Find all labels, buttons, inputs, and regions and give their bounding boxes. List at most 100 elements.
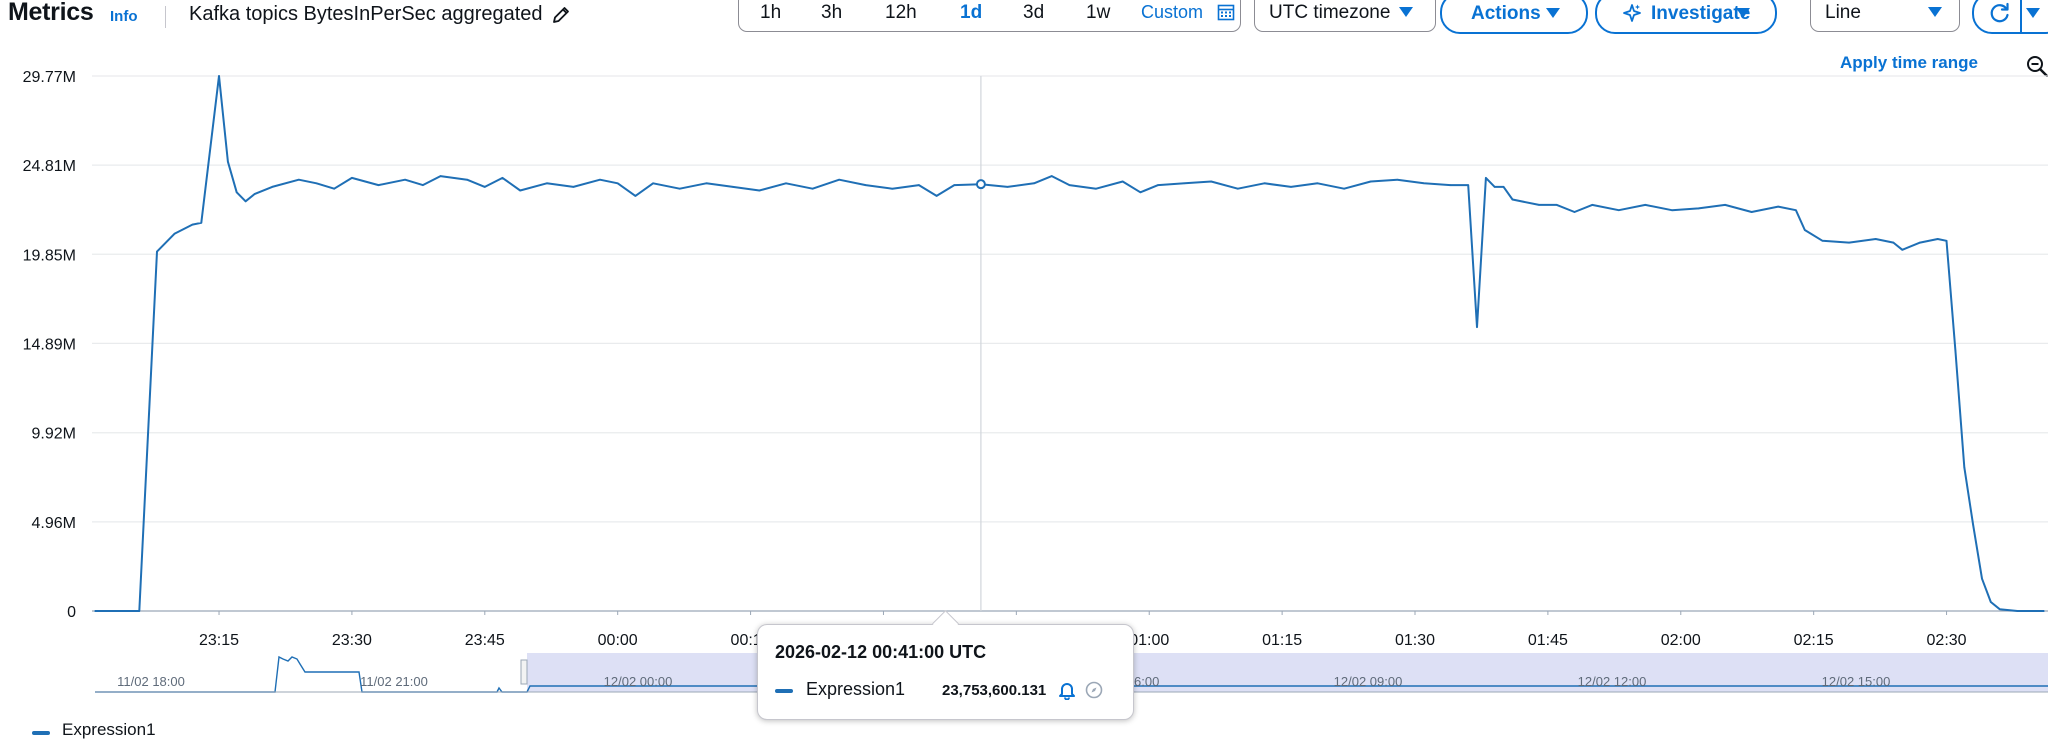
- data-point: [235, 191, 238, 194]
- data-point: [1449, 184, 1452, 186]
- pencil-icon[interactable]: [551, 5, 571, 25]
- data-point: [404, 178, 406, 181]
- range-1h[interactable]: 1h: [760, 2, 782, 23]
- info-link[interactable]: Info: [110, 8, 138, 25]
- refresh-divider: [2020, 0, 2022, 32]
- data-point: [1502, 186, 1505, 188]
- x-tick-label: 01:15: [1262, 632, 1302, 649]
- refresh-button[interactable]: [1972, 0, 2048, 34]
- data-point: [1263, 182, 1266, 185]
- caret-down-icon[interactable]: [2026, 8, 2040, 18]
- zoom-out-icon[interactable]: [2026, 55, 2048, 77]
- data-point: [1724, 204, 1726, 206]
- navigator-label: 12/02 00:00: [604, 674, 673, 689]
- data-point: [1006, 186, 1009, 188]
- data-point: [138, 610, 141, 612]
- data-point: [421, 184, 424, 186]
- x-tick-label: 02:30: [1927, 632, 1967, 649]
- data-point: [1423, 182, 1425, 185]
- custom-range-button[interactable]: Custom: [1141, 2, 1204, 22]
- data-point: [191, 223, 194, 226]
- calendar-icon[interactable]: [1217, 3, 1235, 21]
- range-3d[interactable]: 3d: [1023, 2, 1045, 23]
- data-point: [1750, 211, 1753, 213]
- tooltip-series-swatch: [775, 689, 793, 693]
- data-point: [2043, 610, 2045, 612]
- data-point: [785, 182, 787, 185]
- data-point: [1936, 238, 1939, 240]
- compass-icon[interactable]: [1085, 681, 1103, 699]
- data-point: [1121, 180, 1124, 183]
- navigator-handle[interactable]: [520, 659, 528, 685]
- data-point: [634, 195, 637, 197]
- data-point: [838, 178, 840, 181]
- sparkle-icon: [1623, 4, 1641, 22]
- data-point: [1945, 239, 1948, 242]
- hover-point-marker: [975, 179, 986, 190]
- chart-type-dropdown[interactable]: Line: [1810, 0, 1960, 32]
- data-point: [156, 250, 158, 253]
- chart-type-label: Line: [1825, 2, 1861, 23]
- data-point: [227, 160, 229, 163]
- data-point: [253, 193, 256, 195]
- x-tick-label: 02:15: [1794, 632, 1834, 649]
- page-title: Metrics: [8, 0, 94, 26]
- y-tick-label: 29.77M: [23, 69, 76, 86]
- bell-icon[interactable]: [1057, 680, 1077, 700]
- tooltip-series-name: Expression1: [806, 679, 906, 699]
- range-1w[interactable]: 1w: [1086, 2, 1111, 23]
- data-point: [1981, 577, 1983, 580]
- timezone-dropdown[interactable]: UTC timezone: [1254, 0, 1436, 32]
- range-12h[interactable]: 12h: [885, 2, 917, 23]
- data-point: [2016, 610, 2019, 612]
- y-tick-label: 14.89M: [23, 336, 76, 353]
- y-tick-label: 24.81M: [23, 158, 76, 175]
- x-tick-label: 01:00: [1129, 632, 1169, 649]
- time-range-selector: 1h 3h 12h 1d 3d 1w Custom: [738, 0, 1241, 32]
- legend-item-expression1[interactable]: Expression1: [62, 720, 156, 739]
- data-point: [501, 177, 504, 179]
- data-point: [244, 200, 247, 203]
- data-point: [439, 175, 442, 177]
- investigate-label: Investigate: [1651, 3, 1751, 24]
- data-point: [935, 195, 938, 197]
- x-tick-label: 23:45: [465, 632, 505, 649]
- data-point: [377, 184, 380, 186]
- range-1d[interactable]: 1d: [960, 2, 983, 23]
- data-point: [1476, 326, 1478, 328]
- apply-time-range-link[interactable]: Apply time range: [1840, 53, 1978, 72]
- data-point: [173, 232, 176, 235]
- investigate-button[interactable]: Investigate: [1595, 0, 1777, 34]
- data-point: [1697, 207, 1700, 210]
- header-bar: Metrics Info Kafka topics BytesInPerSec …: [0, 0, 2048, 34]
- metrics-line-chart[interactable]: 0 4.96M 9.92M 14.89M 19.85M 24.81M 29.77M 23:15…: [0, 36, 2048, 700]
- data-point: [484, 186, 486, 188]
- data-point: [811, 187, 814, 190]
- y-tick-label: 0: [67, 604, 76, 621]
- graph-title[interactable]: Kafka topics BytesInPerSec aggregated: [189, 3, 543, 25]
- legend-swatch: [32, 731, 50, 735]
- y-tick-label: 19.85M: [23, 247, 76, 264]
- data-point: [1210, 180, 1213, 183]
- x-tick-label: 00:00: [598, 632, 638, 649]
- data-point: [200, 222, 203, 224]
- range-3h[interactable]: 3h: [821, 2, 843, 23]
- data-point: [1821, 239, 1824, 242]
- data-point: [616, 182, 619, 185]
- data-point: [1555, 204, 1558, 206]
- actions-label: Actions: [1471, 3, 1541, 24]
- y-tick-label: 9.92M: [32, 426, 76, 443]
- data-point: [1068, 184, 1071, 186]
- navigator-label: 11/02 21:00: [360, 674, 428, 689]
- data-point: [546, 182, 548, 185]
- data-point: [1369, 180, 1372, 183]
- data-point: [1617, 209, 1620, 212]
- data-point: [1644, 204, 1647, 206]
- actions-button[interactable]: Actions: [1440, 0, 1588, 34]
- data-point: [1972, 523, 1974, 526]
- data-point: [652, 182, 654, 185]
- data-point: [918, 184, 920, 186]
- x-tick-label: 01:45: [1528, 632, 1568, 649]
- navigator-label: 12/02 12:00: [1578, 674, 1647, 689]
- data-point: [1804, 229, 1806, 231]
